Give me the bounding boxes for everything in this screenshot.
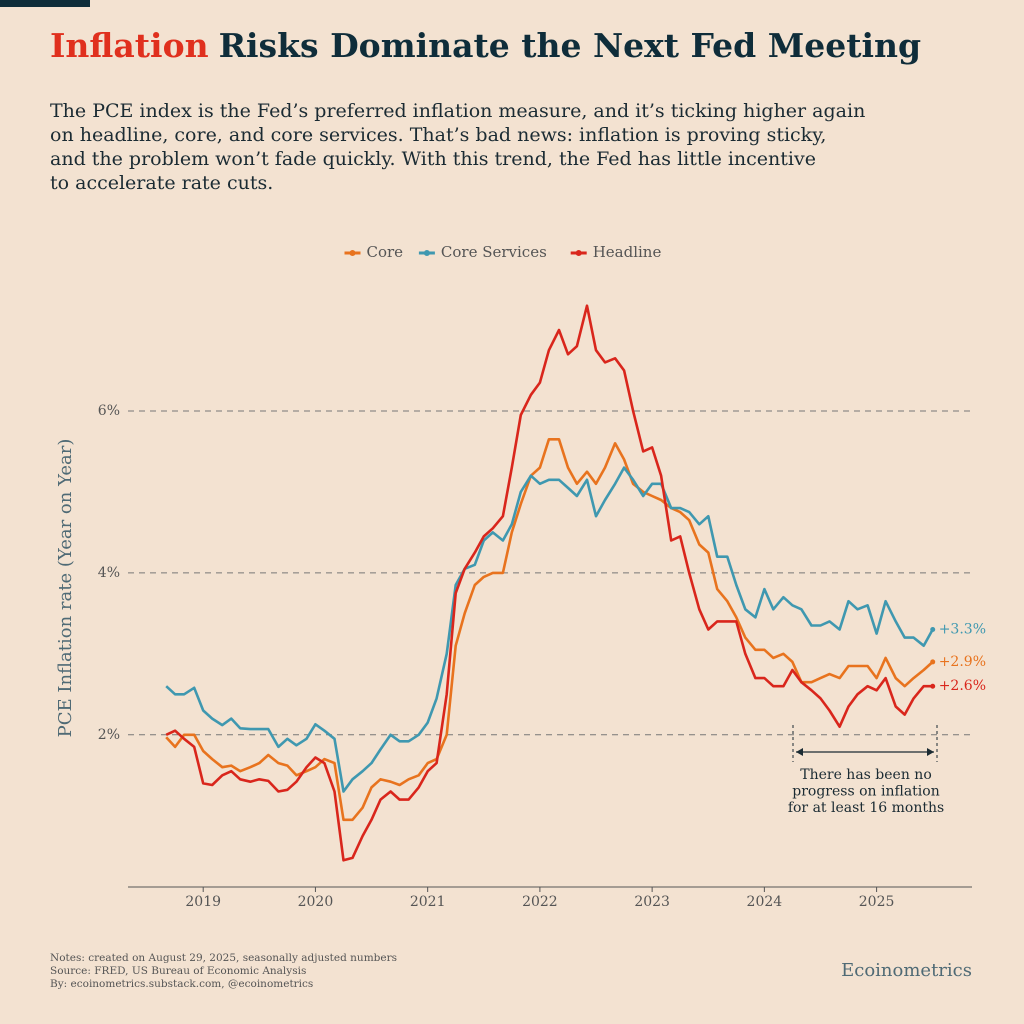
- end-label: +3.3%: [939, 622, 986, 638]
- end-label: +2.9%: [939, 654, 986, 670]
- note-line: Notes: created on August 29, 2025, seaso…: [50, 952, 397, 964]
- y-tick-label: 2%: [98, 727, 120, 743]
- end-dot: [930, 683, 936, 689]
- corner-bar: [0, 0, 90, 7]
- subtitle-line: and the problem won’t fade quickly. With…: [50, 148, 816, 170]
- legend-dot: [575, 250, 582, 256]
- note-line: Source: FRED, US Bureau of Economic Anal…: [50, 965, 306, 977]
- brand: Ecoinometrics: [841, 960, 972, 981]
- x-tick-label: 2023: [634, 894, 670, 910]
- title-highlight: Inflation: [50, 26, 209, 65]
- series-line: [165, 438, 934, 822]
- annotation-line: progress on inflation: [792, 784, 939, 800]
- x-tick-label: 2024: [747, 894, 783, 910]
- x-tick-label: 2022: [522, 894, 558, 910]
- title-rest: Risks Dominate the Next Fed Meeting: [219, 26, 922, 65]
- y-tick-label: 4%: [98, 565, 120, 581]
- legend-dot: [423, 250, 430, 256]
- x-tick-label: 2021: [410, 894, 446, 910]
- annotation-line: There has been no: [800, 767, 932, 783]
- series-line: [165, 466, 934, 793]
- end-label: +2.6%: [939, 678, 986, 694]
- legend: Core Core Services Headline: [344, 243, 662, 261]
- y-tick-label: 6%: [98, 403, 120, 419]
- annotation-line: for at least 16 months: [788, 800, 944, 816]
- subtitle-line: to accelerate rate cuts.: [50, 172, 273, 194]
- notes: Notes: created on August 29, 2025, seaso…: [50, 952, 397, 990]
- legend-label: Core: [367, 243, 404, 261]
- x-tick-label: 2019: [185, 894, 221, 910]
- x-tick-label: 2025: [859, 894, 895, 910]
- note-line: By: ecoinometrics.substack.com, @ecoinom…: [50, 978, 313, 990]
- end-dot: [930, 659, 936, 665]
- subtitle: The PCE index is the Fed’s preferred inf…: [50, 100, 865, 194]
- chart-title: Inflation Risks Dominate the Next Fed Mee…: [50, 26, 921, 65]
- y-axis-label: PCE Inflation rate (Year on Year): [55, 439, 76, 738]
- subtitle-line: on headline, core, and core services. Th…: [50, 124, 826, 146]
- legend-dot: [349, 250, 356, 256]
- legend-label: Core Services: [441, 243, 547, 261]
- series-line: [165, 304, 933, 862]
- x-tick-label: 2020: [298, 894, 334, 910]
- end-dot: [930, 627, 936, 633]
- subtitle-line: The PCE index is the Fed’s preferred inf…: [50, 100, 865, 122]
- legend-label: Headline: [593, 243, 662, 261]
